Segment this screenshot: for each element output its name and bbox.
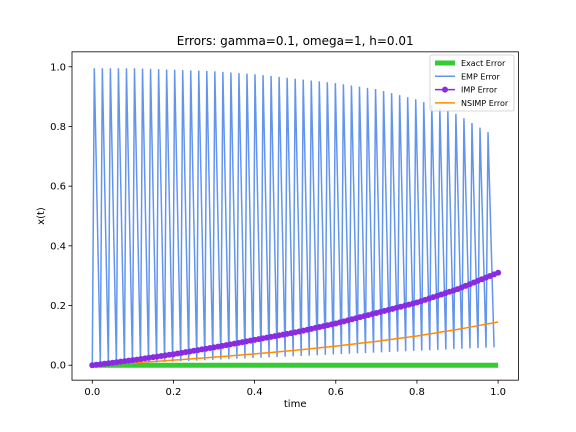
y-tick-label: 0.2 <box>50 301 66 312</box>
x-tick-label: 0.6 <box>328 387 344 398</box>
y-tick-label: 1.0 <box>50 62 66 73</box>
y-tick-label: 0.0 <box>50 361 66 372</box>
legend-label: EMP Error <box>461 72 501 81</box>
imp-error-point <box>495 269 502 276</box>
x-tick-label: 0.2 <box>166 387 182 398</box>
ticks-layer: 0.0 0.2 0.4 0.6 0.8 1.0 0.0 0.2 0.4 0.6 0.8 1.0 <box>50 62 506 398</box>
legend-marker <box>442 86 448 93</box>
x-tick-label: 0.0 <box>84 387 100 398</box>
plot-frame <box>71 51 519 381</box>
y-tick-label: 0.6 <box>50 182 66 193</box>
legend-box <box>429 54 515 112</box>
y-axis-label: x(t) <box>36 207 47 225</box>
series-layer <box>89 68 502 369</box>
legend-label: IMP Error <box>461 86 498 95</box>
x-tick-label: 0.8 <box>409 387 425 398</box>
y-tick-label: 0.4 <box>50 241 66 252</box>
series-line-emp-error <box>91 68 495 366</box>
x-axis-label: time <box>284 399 307 410</box>
series-line-nsimp-error <box>92 321 499 366</box>
x-tick-label: 0.4 <box>247 387 263 398</box>
legend-label: NSIMP Error <box>461 99 509 108</box>
legend: Exact Error EMP Error IMP Error NSIMP Error <box>429 54 515 112</box>
legend-label: Exact Error <box>461 59 506 68</box>
chart-title: Errors: gamma=0.1, omega=1, h=0.01 <box>177 34 414 48</box>
x-tick-label: 1.0 <box>490 387 506 398</box>
y-tick-label: 0.8 <box>50 122 66 133</box>
